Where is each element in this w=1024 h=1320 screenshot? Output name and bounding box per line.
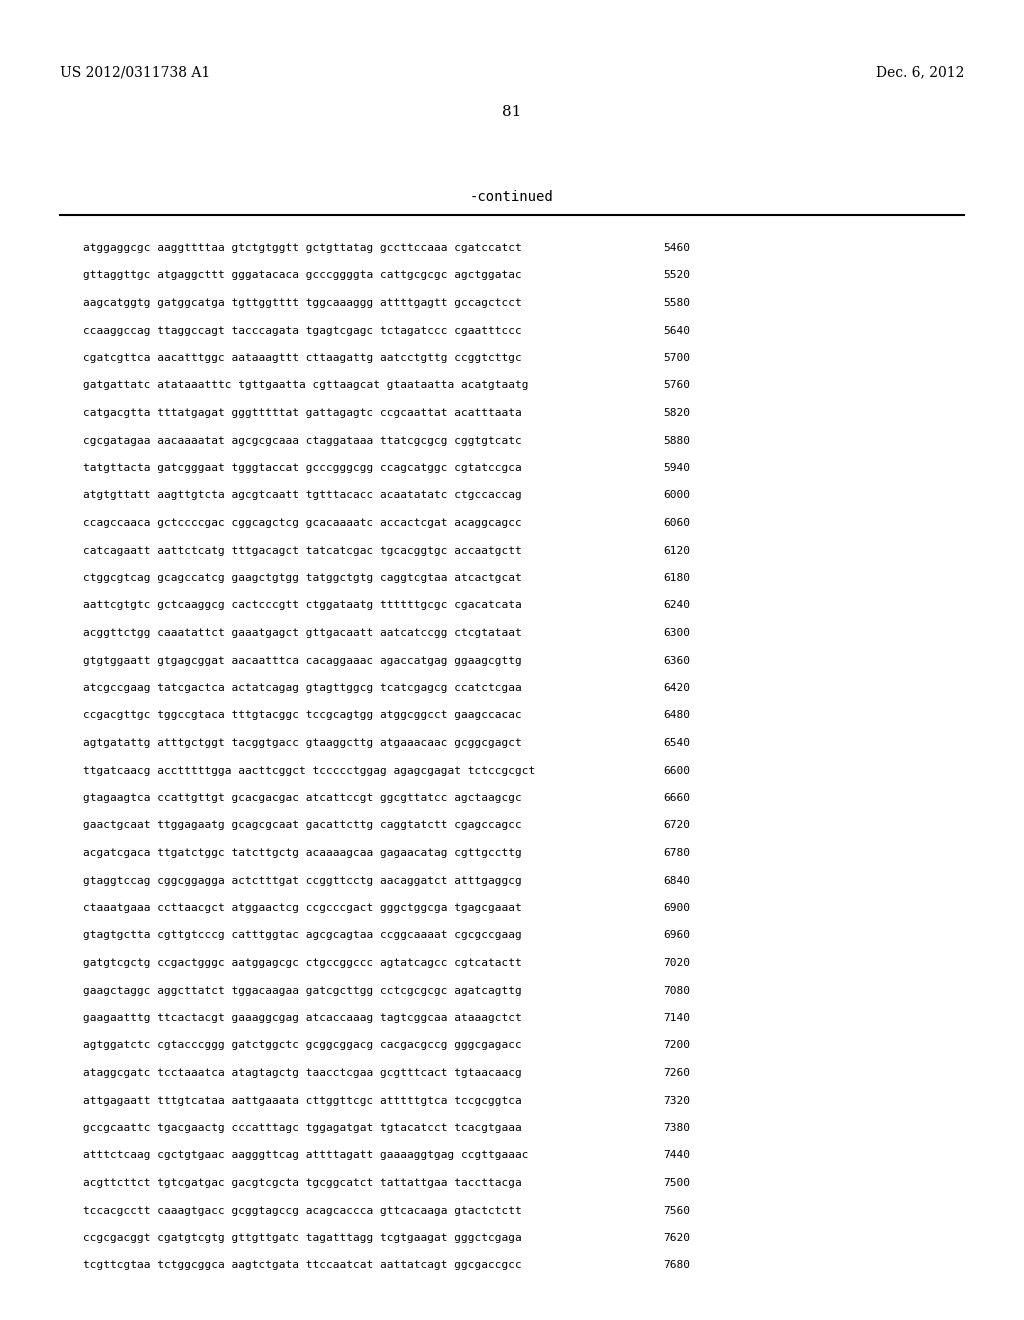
Text: 7380: 7380: [663, 1123, 690, 1133]
Text: 6720: 6720: [663, 821, 690, 830]
Text: atttctcaag cgctgtgaac aagggttcag attttagatt gaaaaggtgag ccgttgaaac: atttctcaag cgctgtgaac aagggttcag attttag…: [83, 1151, 528, 1160]
Text: gaagctaggc aggcttatct tggacaagaa gatcgcttgg cctcgcgcgc agatcagttg: gaagctaggc aggcttatct tggacaagaa gatcgct…: [83, 986, 522, 995]
Text: 6900: 6900: [663, 903, 690, 913]
Text: tcgttcgtaa tctggcggca aagtctgata ttccaatcat aattatcagt ggcgaccgcc: tcgttcgtaa tctggcggca aagtctgata ttccaat…: [83, 1261, 522, 1270]
Text: ccgacgttgc tggccgtaca tttgtacggc tccgcagtgg atggcggcct gaagccacac: ccgacgttgc tggccgtaca tttgtacggc tccgcag…: [83, 710, 522, 721]
Text: 5700: 5700: [663, 352, 690, 363]
Text: gttaggttgc atgaggcttt gggatacaca gcccggggta cattgcgcgc agctggatac: gttaggttgc atgaggcttt gggatacaca gcccggg…: [83, 271, 522, 281]
Text: Dec. 6, 2012: Dec. 6, 2012: [876, 65, 964, 79]
Text: acggttctgg caaatattct gaaatgagct gttgacaatt aatcatccgg ctcgtataat: acggttctgg caaatattct gaaatgagct gttgaca…: [83, 628, 522, 638]
Text: attgagaatt tttgtcataa aattgaaata cttggttcgc atttttgtca tccgcggtca: attgagaatt tttgtcataa aattgaaata cttggtt…: [83, 1096, 522, 1106]
Text: gaactgcaat ttggagaatg gcagcgcaat gacattcttg caggtatctt cgagccagcc: gaactgcaat ttggagaatg gcagcgcaat gacattc…: [83, 821, 522, 830]
Text: agtgatattg atttgctggt tacggtgacc gtaaggcttg atgaaacaac gcggcgagct: agtgatattg atttgctggt tacggtgacc gtaaggc…: [83, 738, 522, 748]
Text: 5760: 5760: [663, 380, 690, 391]
Text: -continued: -continued: [470, 190, 554, 205]
Text: gatgtcgctg ccgactgggc aatggagcgc ctgccggccc agtatcagcc cgtcatactt: gatgtcgctg ccgactgggc aatggagcgc ctgccgg…: [83, 958, 522, 968]
Text: ctggcgtcag gcagccatcg gaagctgtgg tatggctgtg caggtcgtaa atcactgcat: ctggcgtcag gcagccatcg gaagctgtgg tatggct…: [83, 573, 522, 583]
Text: catgacgtta tttatgagat gggtttttat gattagagtc ccgcaattat acatttaata: catgacgtta tttatgagat gggtttttat gattaga…: [83, 408, 522, 418]
Text: 5640: 5640: [663, 326, 690, 335]
Text: 7260: 7260: [663, 1068, 690, 1078]
Text: 7080: 7080: [663, 986, 690, 995]
Text: 6540: 6540: [663, 738, 690, 748]
Text: gaagaatttg ttcactacgt gaaaggcgag atcaccaaag tagtcggcaa ataaagctct: gaagaatttg ttcactacgt gaaaggcgag atcacca…: [83, 1012, 522, 1023]
Text: 7560: 7560: [663, 1205, 690, 1216]
Text: tatgttacta gatcgggaat tgggtaccat gcccgggcgg ccagcatggc cgtatccgca: tatgttacta gatcgggaat tgggtaccat gcccggg…: [83, 463, 522, 473]
Text: atgtgttatt aagttgtcta agcgtcaatt tgtttacacc acaatatatc ctgccaccag: atgtgttatt aagttgtcta agcgtcaatt tgtttac…: [83, 491, 522, 500]
Text: 5940: 5940: [663, 463, 690, 473]
Text: 5460: 5460: [663, 243, 690, 253]
Text: 6060: 6060: [663, 517, 690, 528]
Text: 7020: 7020: [663, 958, 690, 968]
Text: 6120: 6120: [663, 545, 690, 556]
Text: 81: 81: [503, 106, 521, 119]
Text: atcgccgaag tatcgactca actatcagag gtagttggcg tcatcgagcg ccatctcgaa: atcgccgaag tatcgactca actatcagag gtagttg…: [83, 682, 522, 693]
Text: 6600: 6600: [663, 766, 690, 776]
Text: cgatcgttca aacatttggc aataaagttt cttaagattg aatcctgttg ccggtcttgc: cgatcgttca aacatttggc aataaagttt cttaaga…: [83, 352, 522, 363]
Text: 7500: 7500: [663, 1177, 690, 1188]
Text: gtgtggaatt gtgagcggat aacaatttca cacaggaaac agaccatgag ggaagcgttg: gtgtggaatt gtgagcggat aacaatttca cacagga…: [83, 656, 522, 665]
Text: ctaaatgaaa ccttaacgct atggaactcg ccgcccgact gggctggcga tgagcgaaat: ctaaatgaaa ccttaacgct atggaactcg ccgcccg…: [83, 903, 522, 913]
Text: 6180: 6180: [663, 573, 690, 583]
Text: 7440: 7440: [663, 1151, 690, 1160]
Text: gatgattatc atataaatttc tgttgaatta cgttaagcat gtaataatta acatgtaatg: gatgattatc atataaatttc tgttgaatta cgttaa…: [83, 380, 528, 391]
Text: cgcgatagaa aacaaaatat agcgcgcaaa ctaggataaa ttatcgcgcg cggtgtcatc: cgcgatagaa aacaaaatat agcgcgcaaa ctaggat…: [83, 436, 522, 446]
Text: catcagaatt aattctcatg tttgacagct tatcatcgac tgcacggtgc accaatgctt: catcagaatt aattctcatg tttgacagct tatcatc…: [83, 545, 522, 556]
Text: gccgcaattc tgacgaactg cccatttagc tggagatgat tgtacatcct tcacgtgaaa: gccgcaattc tgacgaactg cccatttagc tggagat…: [83, 1123, 522, 1133]
Text: acgatcgaca ttgatctggc tatcttgctg acaaaagcaa gagaacatag cgttgccttg: acgatcgaca ttgatctggc tatcttgctg acaaaag…: [83, 847, 522, 858]
Text: agtggatctc cgtacccggg gatctggctc gcggcggacg cacgacgccg gggcgagacc: agtggatctc cgtacccggg gatctggctc gcggcgg…: [83, 1040, 522, 1051]
Text: atggaggcgc aaggttttaa gtctgtggtt gctgttatag gccttccaaa cgatccatct: atggaggcgc aaggttttaa gtctgtggtt gctgtta…: [83, 243, 522, 253]
Text: 6840: 6840: [663, 875, 690, 886]
Text: ccaaggccag ttaggccagt tacccagata tgagtcgagc tctagatccc cgaatttccc: ccaaggccag ttaggccagt tacccagata tgagtcg…: [83, 326, 522, 335]
Text: US 2012/0311738 A1: US 2012/0311738 A1: [60, 65, 210, 79]
Text: 6780: 6780: [663, 847, 690, 858]
Text: 6300: 6300: [663, 628, 690, 638]
Text: 7200: 7200: [663, 1040, 690, 1051]
Text: gtaggtccag cggcggagga actctttgat ccggttcctg aacaggatct atttgaggcg: gtaggtccag cggcggagga actctttgat ccggttc…: [83, 875, 522, 886]
Text: 6660: 6660: [663, 793, 690, 803]
Text: ccgcgacggt cgatgtcgtg gttgttgatc tagatttagg tcgtgaagat gggctcgaga: ccgcgacggt cgatgtcgtg gttgttgatc tagattt…: [83, 1233, 522, 1243]
Text: 6360: 6360: [663, 656, 690, 665]
Text: ccagccaaca gctccccgac cggcagctcg gcacaaaatc accactcgat acaggcagcc: ccagccaaca gctccccgac cggcagctcg gcacaaa…: [83, 517, 522, 528]
Text: aagcatggtg gatggcatga tgttggtttt tggcaaaggg attttgagtt gccagctcct: aagcatggtg gatggcatga tgttggtttt tggcaaa…: [83, 298, 522, 308]
Text: 7320: 7320: [663, 1096, 690, 1106]
Text: ataggcgatc tcctaaatca atagtagctg taacctcgaa gcgtttcact tgtaacaacg: ataggcgatc tcctaaatca atagtagctg taacctc…: [83, 1068, 522, 1078]
Text: 5820: 5820: [663, 408, 690, 418]
Text: acgttcttct tgtcgatgac gacgtcgcta tgcggcatct tattattgaa taccttacga: acgttcttct tgtcgatgac gacgtcgcta tgcggca…: [83, 1177, 522, 1188]
Text: 5520: 5520: [663, 271, 690, 281]
Text: 6420: 6420: [663, 682, 690, 693]
Text: 6240: 6240: [663, 601, 690, 610]
Text: aattcgtgtc gctcaaggcg cactcccgtt ctggataatg ttttttgcgc cgacatcata: aattcgtgtc gctcaaggcg cactcccgtt ctggata…: [83, 601, 522, 610]
Text: 7140: 7140: [663, 1012, 690, 1023]
Text: gtagtgctta cgttgtcccg catttggtac agcgcagtaa ccggcaaaat cgcgccgaag: gtagtgctta cgttgtcccg catttggtac agcgcag…: [83, 931, 522, 940]
Text: 7620: 7620: [663, 1233, 690, 1243]
Text: tccacgcctt caaagtgacc gcggtagccg acagcaccca gttcacaaga gtactctctt: tccacgcctt caaagtgacc gcggtagccg acagcac…: [83, 1205, 522, 1216]
Text: 5880: 5880: [663, 436, 690, 446]
Text: 6480: 6480: [663, 710, 690, 721]
Text: 6000: 6000: [663, 491, 690, 500]
Text: ttgatcaacg acctttttgga aacttcggct tccccctggag agagcgagat tctccgcgct: ttgatcaacg acctttttgga aacttcggct tccccc…: [83, 766, 536, 776]
Text: 6960: 6960: [663, 931, 690, 940]
Text: 7680: 7680: [663, 1261, 690, 1270]
Text: 5580: 5580: [663, 298, 690, 308]
Text: gtagaagtca ccattgttgt gcacgacgac atcattccgt ggcgttatcc agctaagcgc: gtagaagtca ccattgttgt gcacgacgac atcattc…: [83, 793, 522, 803]
